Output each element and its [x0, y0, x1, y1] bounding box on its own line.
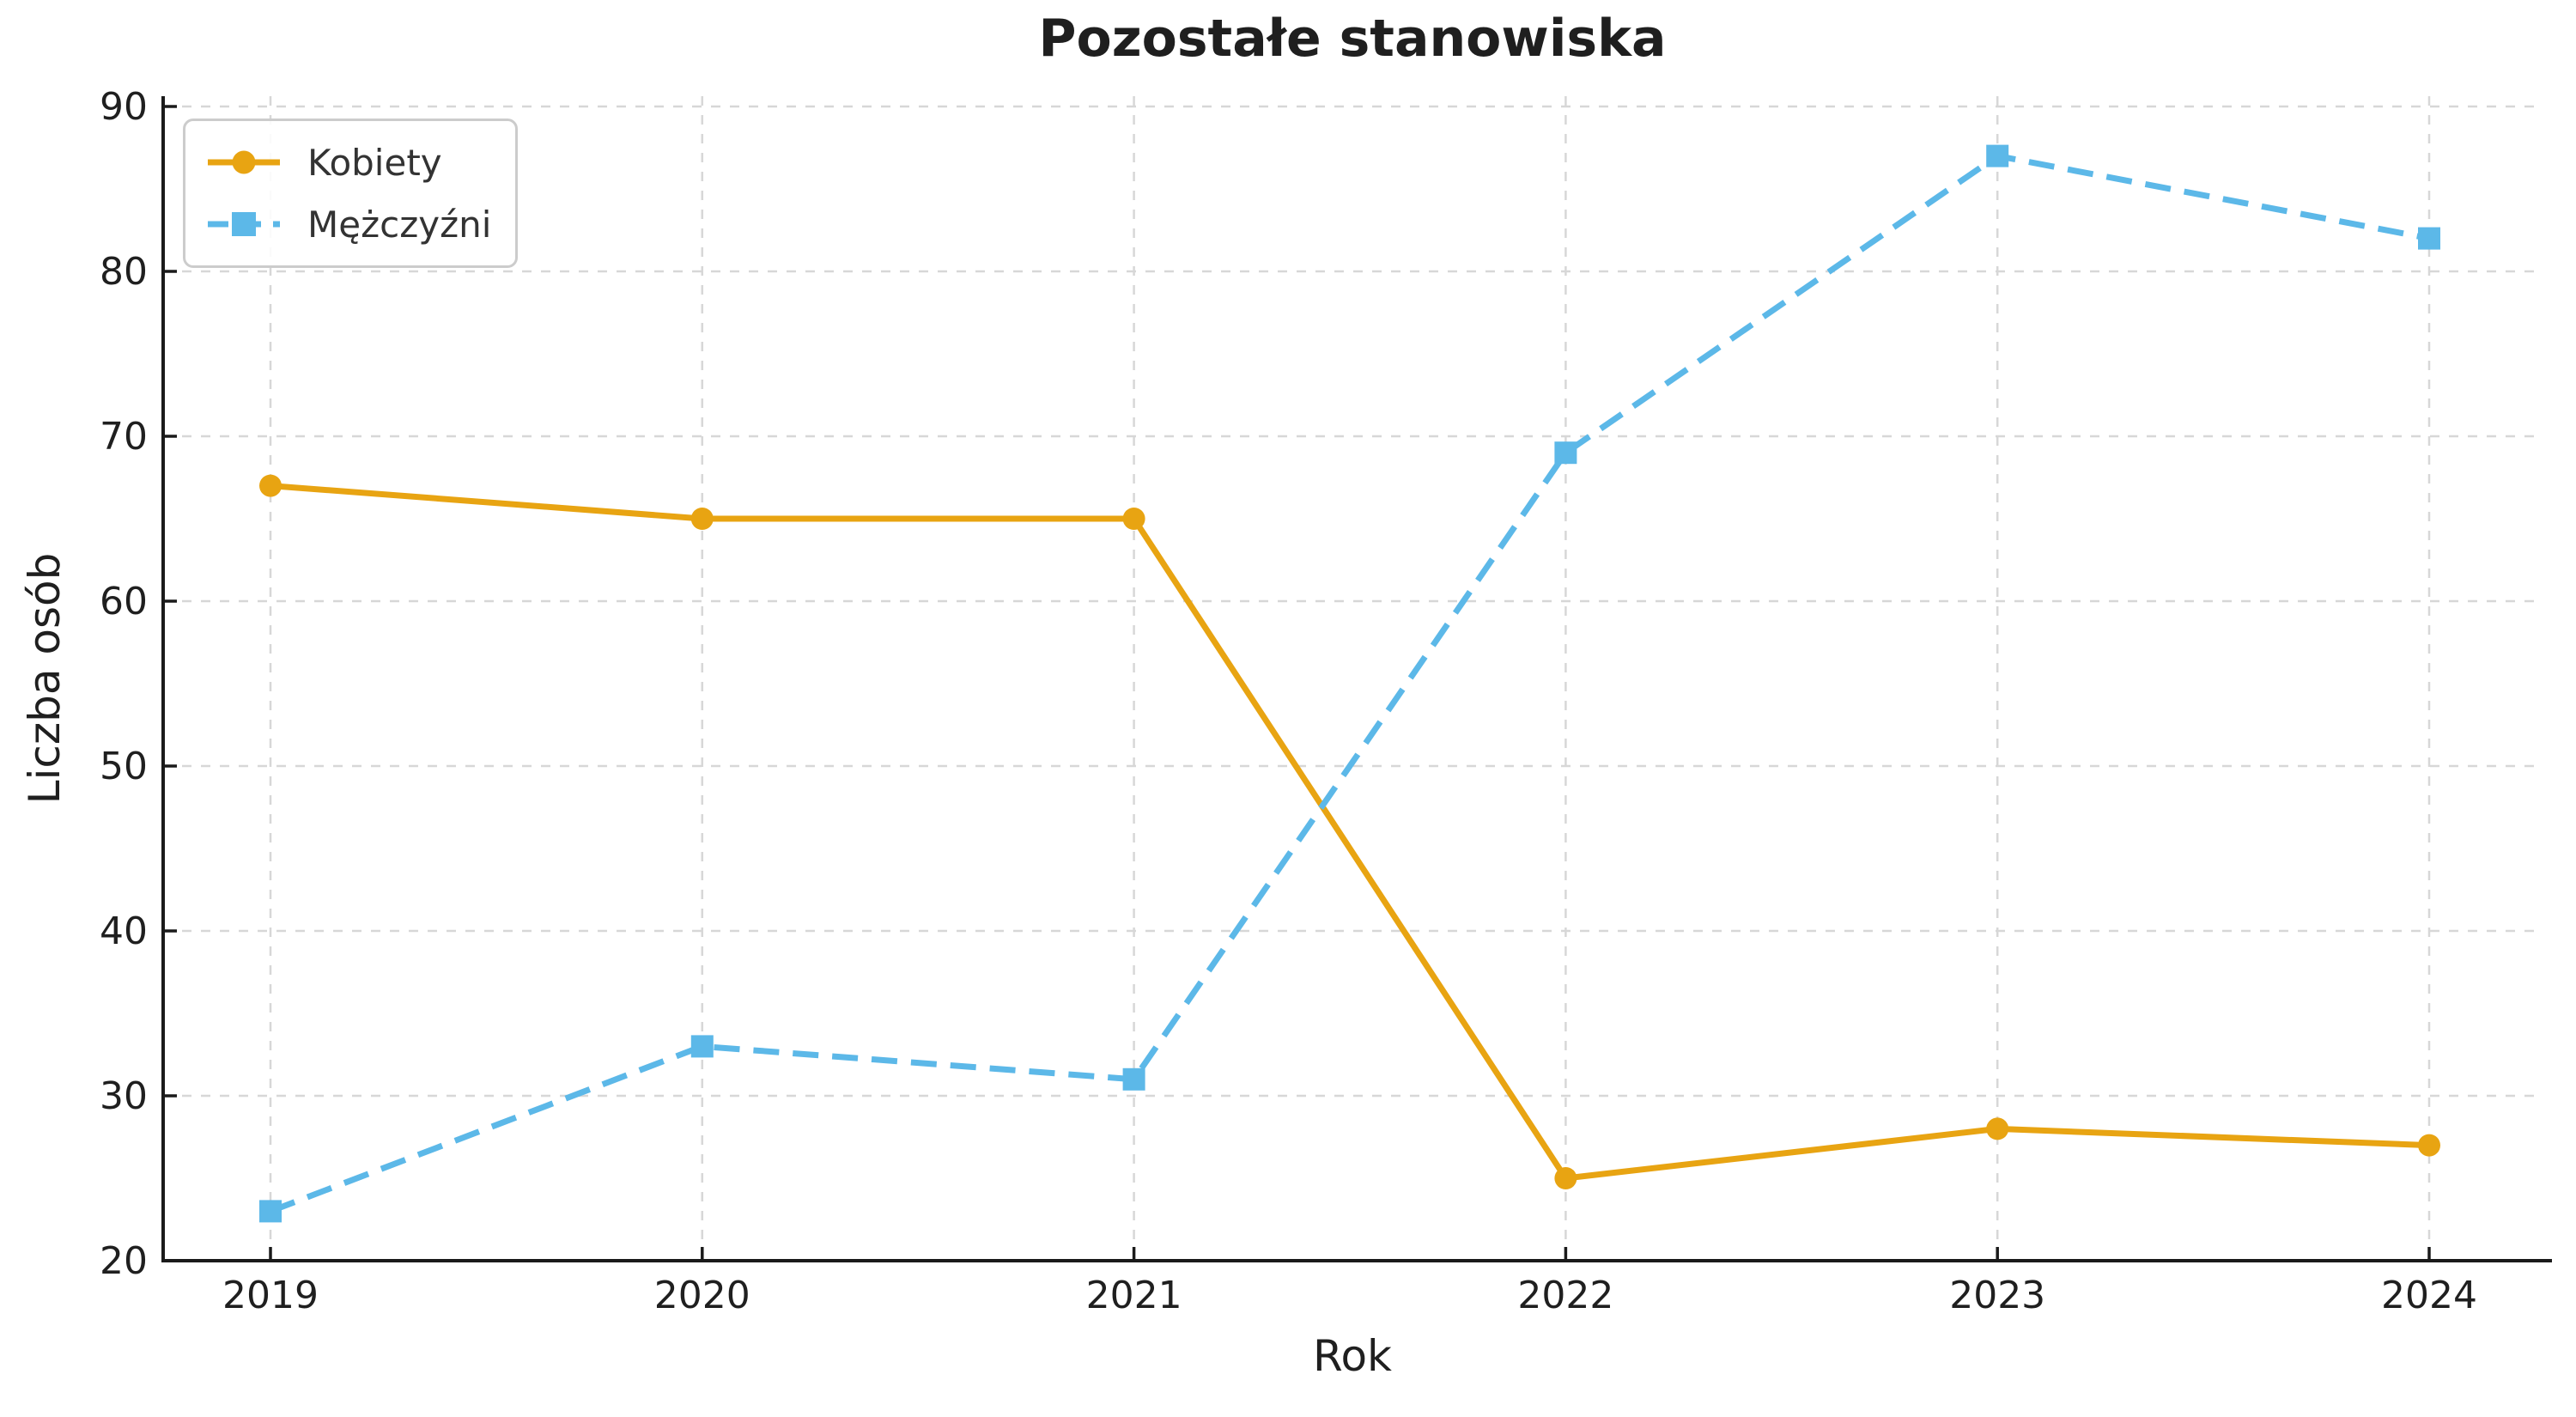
kobiety-line-sample-icon	[208, 150, 280, 174]
svg-text:2024: 2024	[2381, 1274, 2477, 1317]
svg-text:70: 70	[100, 415, 148, 459]
legend-item-mezczyzni: Mężczyźni	[204, 197, 491, 252]
svg-text:40: 40	[100, 909, 148, 953]
svg-text:30: 30	[100, 1074, 148, 1118]
legend: Kobiety Mężczyźni	[183, 119, 519, 268]
svg-text:20: 20	[100, 1239, 148, 1283]
legend-label-mezczyzni: Mężczyźni	[307, 203, 492, 246]
legend-label-kobiety: Kobiety	[307, 141, 442, 184]
svg-text:80: 80	[100, 250, 148, 294]
svg-text:2021: 2021	[1086, 1274, 1182, 1317]
y-axis-label: Liczba osób	[20, 552, 70, 805]
svg-text:2022: 2022	[1517, 1274, 1613, 1317]
svg-text:2019: 2019	[222, 1274, 319, 1317]
legend-item-kobiety: Kobiety	[204, 135, 491, 190]
svg-text:2020: 2020	[654, 1274, 750, 1317]
mezczyzni-line-sample-icon	[208, 212, 280, 236]
x-axis-label: Rok	[1312, 1331, 1393, 1381]
svg-text:2023: 2023	[1949, 1274, 2045, 1317]
svg-text:50: 50	[100, 745, 148, 788]
svg-text:60: 60	[100, 580, 148, 623]
chart-title: Pozostałe stanowiska	[1038, 9, 1667, 69]
svg-text:90: 90	[100, 85, 148, 129]
